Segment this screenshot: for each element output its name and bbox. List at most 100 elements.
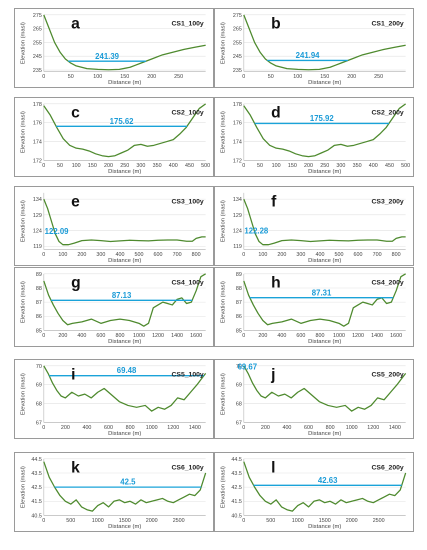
x-tick-label: 400 — [77, 333, 86, 339]
panel-letter: j — [270, 367, 275, 384]
y-tick-label: 124 — [233, 229, 242, 235]
terrain-profile-line — [43, 461, 207, 512]
x-tick-label: 250 — [320, 163, 329, 169]
panel-letter: g — [71, 275, 81, 292]
x-tick-label: 200 — [277, 252, 286, 258]
x-tick-label: 1400 — [371, 333, 383, 339]
section-label: CS1_200y — [371, 21, 403, 28]
x-tick-label: 2000 — [346, 518, 358, 524]
x-tick-label: 1400 — [189, 425, 201, 431]
section-label: CS4_200y — [371, 280, 403, 287]
y-tick-label: 85 — [236, 328, 242, 334]
x-axis-title: Distance (m) — [308, 431, 341, 437]
x-axis-title: Distance (m) — [108, 524, 141, 530]
y-tick-label: 172 — [33, 158, 42, 164]
chart-svg: 172 174 176 178 0 50 100 150 200 250 300 350 400 450 5… — [20, 102, 210, 175]
x-tick-label: 400 — [169, 163, 178, 169]
section-label: CS2_100y — [171, 110, 203, 117]
x-tick-label: 600 — [104, 425, 113, 431]
x-tick-label: 100 — [258, 252, 267, 258]
terrain-profile-line — [243, 273, 406, 327]
water-level-label: 87.13 — [112, 291, 132, 300]
x-tick-label: 0 — [42, 252, 45, 258]
chart-svg: 40.5 41.5 42.5 43.5 44.5 0 500 1000 1500 2000 2500… — [220, 457, 407, 530]
panel-letter: d — [271, 105, 281, 122]
chart-svg: 235 245 255 265 275 0 50 100 150 200 250 Distance (… — [20, 13, 206, 86]
y-tick-label: 87 — [236, 300, 242, 306]
x-tick-label: 600 — [96, 333, 105, 339]
x-tick-label: 400 — [82, 425, 91, 431]
chart-panel-k: 40.5 41.5 42.5 43.5 44.5 0 500 1000 1500 2000 2500… — [14, 452, 214, 532]
chart-panel-i: 67 68 69 70 0 200 400 600 800 1000 1200 1400 Distanc… — [14, 359, 214, 439]
y-tick-label: 255 — [33, 40, 42, 46]
x-tick-label: 50 — [68, 74, 74, 80]
water-level-label: 42.63 — [318, 476, 338, 485]
x-tick-label: 0 — [42, 163, 45, 169]
x-tick-label: 300 — [96, 252, 105, 258]
x-tick-label: 600 — [354, 252, 363, 258]
x-tick-label: 400 — [277, 333, 286, 339]
y-tick-label: 68 — [36, 402, 42, 408]
x-tick-label: 400 — [369, 163, 378, 169]
chart-svg: 67 68 69 70 0 200 400 600 800 1000 1200 1400 Distanc… — [220, 363, 407, 437]
y-tick-label: 174 — [233, 140, 242, 146]
panel-letter: h — [271, 275, 281, 292]
y-tick-label: 86 — [236, 314, 242, 320]
y-tick-label: 134 — [33, 197, 42, 203]
y-axis-title: Elevation (masl) — [220, 111, 226, 153]
x-tick-label: 500 — [201, 163, 210, 169]
y-axis-title: Elevation (masl) — [220, 22, 226, 64]
x-tick-label: 100 — [72, 163, 81, 169]
panel-letter: f — [271, 194, 277, 211]
x-tick-label: 50 — [268, 74, 274, 80]
panel-letter: b — [271, 16, 281, 33]
terrain-profile-line — [243, 103, 407, 158]
x-axis-title: Distance (m) — [108, 169, 141, 175]
x-tick-label: 200 — [304, 163, 313, 169]
y-tick-label: 85 — [36, 328, 42, 334]
chart-svg: 119 124 129 134 0 100 200 300 400 500 600 700 800 Dis… — [20, 192, 206, 264]
y-tick-label: 67 — [236, 420, 242, 426]
chart-panel-l: 40.5 41.5 42.5 43.5 44.5 0 500 1000 1500 2000 2500… — [214, 452, 414, 532]
y-tick-label: 129 — [233, 213, 242, 219]
terrain-profile-line — [43, 103, 207, 158]
water-level-label: 122.09 — [45, 227, 70, 236]
x-tick-label: 200 — [104, 163, 113, 169]
x-tick-label: 1000 — [92, 518, 104, 524]
x-tick-label: 150 — [88, 163, 97, 169]
x-tick-label: 50 — [57, 163, 63, 169]
y-tick-label: 275 — [33, 13, 42, 19]
x-tick-label: 200 — [58, 333, 67, 339]
water-level-label: 122.28 — [244, 227, 269, 236]
y-tick-label: 87 — [36, 300, 42, 306]
x-tick-label: 1000 — [146, 425, 158, 431]
water-level-label: 69.67 — [238, 363, 258, 372]
x-tick-label: 450 — [185, 163, 194, 169]
x-tick-label: 2500 — [173, 518, 185, 524]
section-label: CS5_100y — [171, 372, 203, 379]
y-tick-label: 255 — [233, 40, 242, 46]
y-axis-title: Elevation (masl) — [20, 22, 26, 64]
x-tick-label: 700 — [373, 252, 382, 258]
terrain-profile-line — [243, 14, 406, 71]
x-tick-label: 500 — [66, 518, 75, 524]
x-tick-label: 600 — [296, 333, 305, 339]
panel-letter: e — [71, 194, 80, 211]
y-tick-label: 70 — [36, 364, 42, 370]
chart-svg: 67 68 69 70 0 200 400 600 800 1000 1200 1400 Distanc… — [20, 364, 207, 437]
panel-letter: k — [71, 460, 80, 477]
x-tick-label: 400 — [315, 252, 324, 258]
y-tick-label: 174 — [33, 140, 42, 146]
chart-svg: 40.5 41.5 42.5 43.5 44.5 0 500 1000 1500 2000 2500… — [20, 457, 207, 530]
x-tick-label: 1400 — [171, 333, 183, 339]
x-tick-label: 100 — [58, 252, 67, 258]
y-tick-label: 235 — [33, 68, 42, 74]
x-axis-title: Distance (m) — [308, 169, 341, 175]
y-tick-label: 119 — [33, 244, 42, 250]
x-tick-label: 1500 — [119, 518, 131, 524]
y-tick-label: 178 — [233, 102, 242, 108]
y-tick-label: 275 — [233, 13, 242, 19]
x-tick-label: 1200 — [367, 425, 379, 431]
x-tick-label: 200 — [347, 74, 356, 80]
